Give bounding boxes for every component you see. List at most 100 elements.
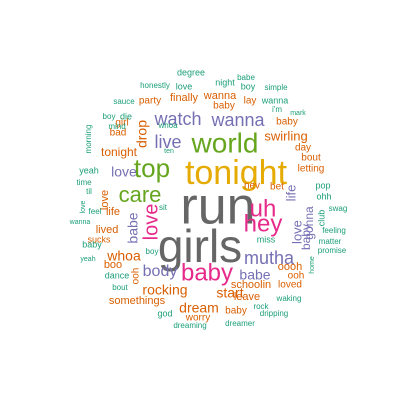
cloud-word-live: live — [154, 132, 181, 152]
cloud-word-care: care — [119, 182, 162, 207]
cloud-word-baby: baby — [299, 224, 313, 250]
cloud-word-life: life — [106, 206, 120, 218]
cloud-word-whoa: whoa — [157, 121, 178, 130]
cloud-word-worry: worry — [185, 313, 210, 324]
cloud-word-somethings: somethings — [109, 295, 166, 307]
cloud-word-top: top — [134, 153, 170, 183]
cloud-word-hey: hey — [244, 210, 283, 237]
cloud-word-wanna: wanna — [69, 219, 91, 226]
cloud-word-oooh: oooh — [278, 261, 302, 273]
cloud-word-rocking: rocking — [142, 282, 187, 298]
cloud-word-love: love — [289, 220, 304, 244]
cloud-word-bet: bet — [270, 182, 284, 193]
cloud-word-watch: watch — [153, 109, 201, 129]
cloud-word-life: life — [283, 185, 298, 202]
cloud-word-promise: promise — [318, 246, 347, 255]
cloud-word-honestly: honestly — [140, 81, 170, 90]
cloud-word-ooh: ooh — [288, 271, 305, 282]
cloud-word-rock: rock — [253, 302, 269, 311]
cloud-word-day: day — [295, 143, 311, 154]
cloud-word-boy: boy — [146, 247, 159, 256]
cloud-word-feel: feel — [89, 207, 102, 216]
cloud-word-run: run — [180, 178, 255, 236]
cloud-word-wanna: wanna — [210, 110, 265, 130]
cloud-word-ooh: ooh — [131, 268, 142, 285]
cloud-word-bout: bout — [301, 153, 321, 164]
cloud-word-ten: ten — [164, 148, 174, 155]
cloud-word-dreamer: dreamer — [225, 319, 255, 328]
cloud-word-waking: waking — [276, 294, 302, 303]
cloud-word-ohh: ohh — [316, 191, 331, 201]
cloud-word-girl: girl — [115, 118, 128, 129]
cloud-word-babe: babe — [125, 212, 141, 243]
cloud-word-boo: boo — [104, 259, 122, 271]
cloud-word-babe: babe — [237, 73, 255, 82]
cloud-word-love: love — [99, 190, 111, 210]
cloud-word-love: love — [80, 200, 87, 213]
cloud-word-mark: mark — [290, 110, 306, 117]
cloud-word-start: start — [216, 285, 243, 301]
cloud-word-dream: dream — [179, 300, 219, 316]
cloud-word-dance: dance — [105, 270, 130, 280]
cloud-word-bout: bout — [112, 283, 128, 292]
cloud-word-die: die — [120, 111, 132, 121]
cloud-word-swirling: swirling — [264, 128, 307, 143]
cloud-word-sit: sit — [159, 203, 168, 212]
cloud-word-mind: mind — [108, 122, 125, 131]
cloud-word-pop: pop — [315, 180, 330, 190]
cloud-word-party: party — [139, 96, 161, 107]
cloud-word-wanna: wanna — [203, 90, 237, 102]
cloud-word-lay: lay — [244, 96, 257, 107]
cloud-word-finally: finally — [170, 92, 199, 104]
cloud-word-schoolin: schoolin — [231, 279, 271, 291]
cloud-word-loved: loved — [278, 280, 302, 291]
cloud-word-uh: uh — [250, 195, 277, 222]
cloud-word-drop: drop — [134, 120, 150, 148]
cloud-word-boy: boy — [241, 81, 256, 91]
cloud-word-baby: baby — [181, 259, 233, 286]
cloud-word-yeah: yeah — [80, 256, 95, 263]
cloud-word-lived: lived — [96, 224, 119, 236]
cloud-word-sauce: sauce — [113, 97, 135, 106]
cloud-word-gonna: gonna — [302, 206, 316, 240]
cloud-word-swag: swag — [329, 204, 348, 213]
cloud-word-morning: morning — [84, 125, 93, 154]
cloud-word-love: love — [176, 81, 193, 91]
cloud-word-til: til — [86, 187, 92, 196]
cloud-word-love: love — [111, 164, 137, 180]
cloud-word-tonight: tonight — [101, 145, 138, 159]
cloud-word-time: time — [76, 178, 92, 187]
cloud-word-mutha: mutha — [244, 248, 295, 268]
cloud-word-god: god — [157, 308, 172, 318]
cloud-word-tonight: tonight — [185, 154, 288, 192]
cloud-word-girls: girls — [158, 220, 242, 272]
cloud-word-body: body — [143, 263, 178, 280]
cloud-word-letting: letting — [298, 164, 325, 175]
cloud-word-leave: leave — [234, 291, 260, 303]
cloud-word-dreaming: dreaming — [173, 321, 206, 330]
cloud-word-night: night — [215, 77, 235, 87]
cloud-word-dripping: dripping — [260, 309, 288, 318]
cloud-word-sucks: sucks — [87, 234, 111, 244]
cloud-word-bad: bad — [110, 128, 127, 139]
cloud-word-baby: baby — [276, 117, 298, 128]
cloud-word-i-m: i'm — [272, 105, 282, 114]
cloud-word-babe: babe — [239, 267, 270, 283]
cloud-word-miss: miss — [257, 234, 276, 244]
cloud-word-love: love — [140, 204, 162, 241]
cloud-word-feeling: feeling — [322, 226, 346, 235]
cloud-word-simple: simple — [264, 83, 288, 92]
cloud-word-nev: nev — [244, 181, 260, 192]
cloud-word-baby: baby — [213, 101, 235, 112]
cloud-word-matter: matter — [319, 237, 342, 246]
cloud-word-club: club — [316, 210, 326, 227]
cloud-word-yeah: yeah — [79, 165, 99, 175]
cloud-word-boy: boy — [103, 112, 116, 121]
cloud-word-baby: baby — [225, 306, 247, 317]
cloud-word-degree: degree — [177, 67, 205, 77]
cloud-word-baby: baby — [82, 239, 102, 249]
cloud-word-wanna: wanna — [261, 95, 289, 105]
cloud-word-whoa: whoa — [106, 248, 141, 264]
